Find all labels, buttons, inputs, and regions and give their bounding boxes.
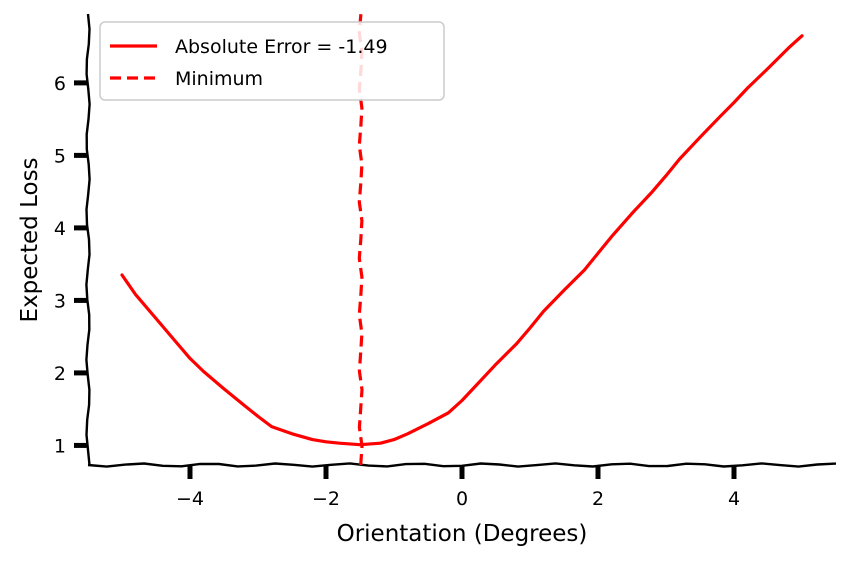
y-tick-label: 1 [54, 435, 66, 457]
x-axis-label: Orientation (Degrees) [337, 521, 588, 547]
y-axis-spine [85, 13, 91, 466]
x-tick-label: 4 [728, 488, 740, 510]
legend-box [99, 21, 445, 101]
x-tick-label: −4 [176, 488, 204, 510]
y-tick-label: 6 [54, 73, 66, 95]
x-tick-label: 2 [592, 488, 604, 510]
legend: Absolute Error = -1.49 Minimum [99, 21, 445, 101]
loss-curve [120, 34, 804, 447]
x-tick-label: 0 [456, 488, 468, 510]
legend-entry: Absolute Error = -1.49 [175, 36, 388, 58]
y-tick-label: 3 [54, 290, 66, 312]
y-tick-label: 2 [54, 363, 66, 385]
axes: −4 −2 0 2 4 1 2 3 4 5 6 [54, 13, 837, 510]
y-tick-label: 4 [54, 218, 66, 240]
x-tick-label: −2 [312, 488, 340, 510]
y-tick-label: 5 [54, 145, 66, 167]
y-axis-label: Expected Loss [17, 157, 43, 322]
legend-entry: Minimum [175, 68, 263, 90]
